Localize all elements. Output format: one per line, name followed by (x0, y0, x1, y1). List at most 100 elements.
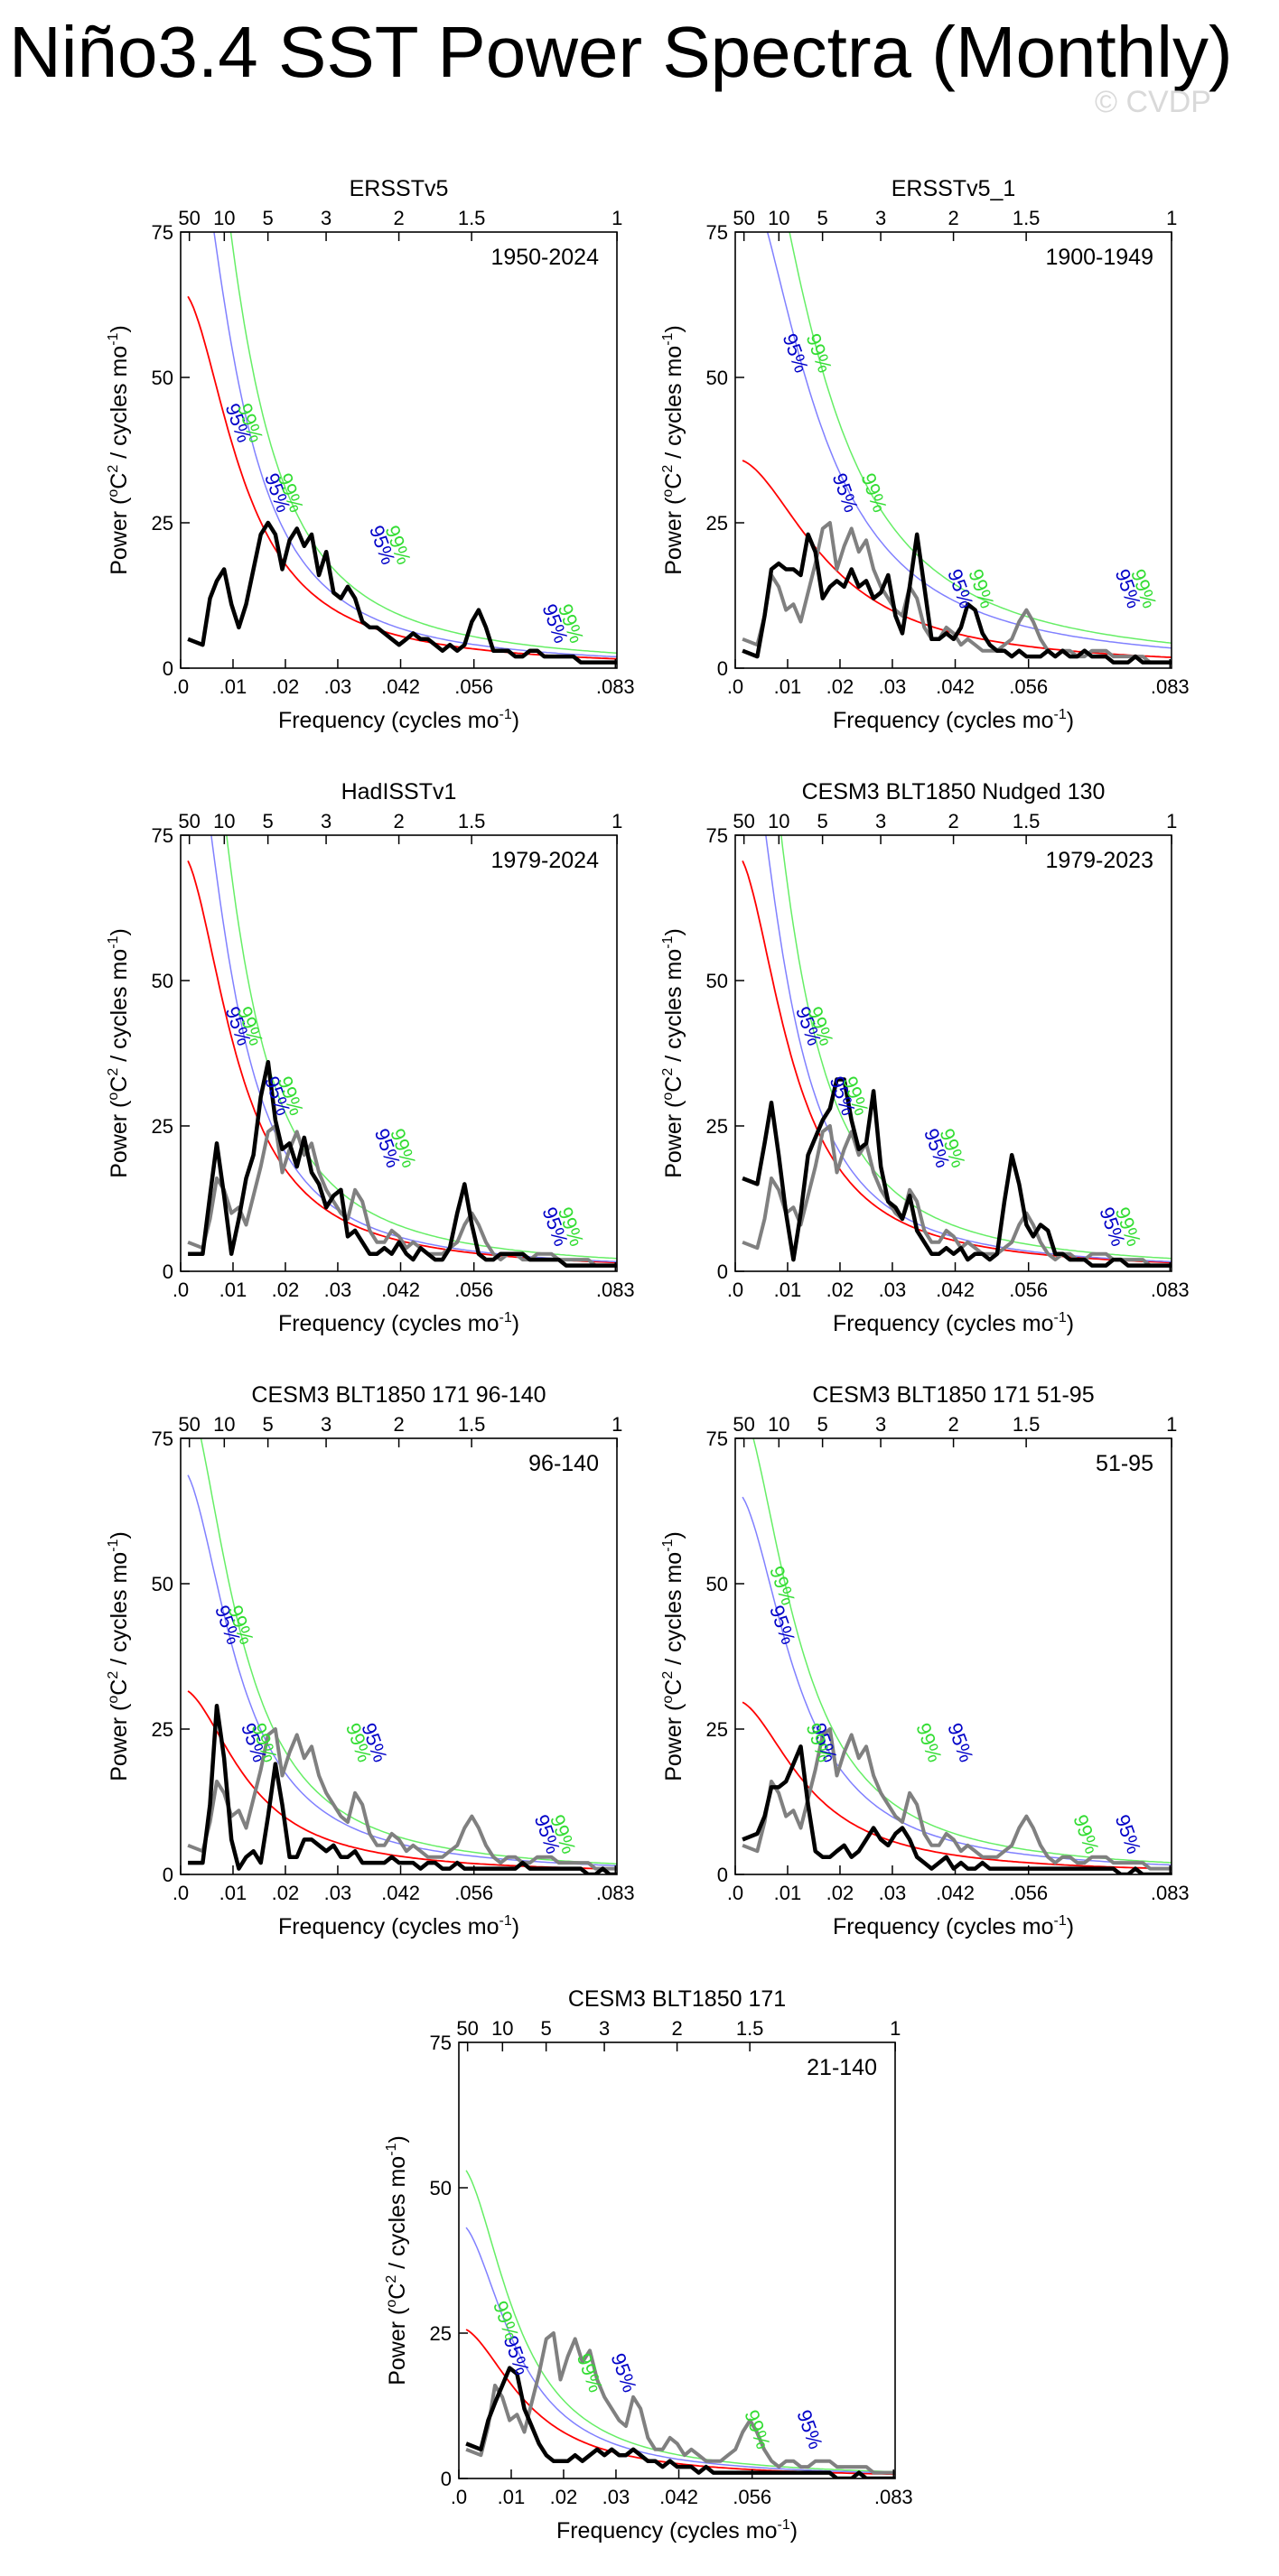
period-tick-label: 50 (733, 810, 754, 832)
label-99-percent: 99% (911, 1720, 947, 1765)
panel-plot-area (465, 2170, 895, 2478)
period-tick-label: 3 (875, 207, 886, 229)
period-tick-label: 2 (671, 2017, 682, 2040)
y-axis-label-part: o (660, 489, 676, 498)
x-tick-label: .083 (874, 2486, 913, 2508)
reference-spectrum-line (742, 1727, 1172, 1871)
x-axis-label-text: Frequency (cycles mo (833, 708, 1054, 733)
period-tick-label: 1.5 (1013, 207, 1041, 229)
panel-plot-area (742, 232, 1172, 665)
plot-frame (734, 1437, 1172, 1875)
reference-spectrum-line (465, 2331, 895, 2475)
period-tick-label: 1.5 (458, 810, 486, 832)
period-tick-label: 1 (1166, 207, 1177, 229)
y-axis-label-part: / cycles mo (385, 2156, 410, 2275)
y-tick-label: 0 (441, 2468, 452, 2490)
y-axis-label-part: ) (107, 325, 132, 332)
y-axis-label-part: / cycles mo (107, 1552, 132, 1671)
spectrum-panel: 95%95%95%95%99%99%99%99%.0.01.02.03.042.… (660, 779, 1190, 1336)
y-axis-label-part: C (107, 1076, 132, 1093)
significance-99-curve (200, 1438, 617, 1865)
y-axis-label-part: Power ( (661, 497, 686, 575)
panel-title: ERSSTv5 (350, 176, 449, 201)
x-axis-label-sup: -1 (1053, 1310, 1066, 1325)
significance-95-curve (766, 232, 1172, 649)
x-tick-label: .056 (454, 1882, 493, 1904)
panel-plot-area (742, 835, 1172, 1268)
period-tick-label: 5 (263, 207, 274, 229)
y-axis-label-part: -1 (106, 332, 121, 345)
x-axis-label-end: ) (790, 2518, 798, 2543)
x-axis-label: Frequency (cycles mo-1) (278, 707, 519, 733)
reference-spectrum-line (742, 521, 1172, 665)
y-tick-label: 75 (706, 1427, 728, 1450)
x-axis-label-text: Frequency (cycles mo (278, 708, 499, 733)
x-tick-label: .03 (879, 675, 907, 698)
x-axis-label-text: Frequency (cycles mo (833, 1311, 1054, 1336)
x-tick-label: .0 (173, 1882, 189, 1904)
panel-title: HadISSTv1 (341, 779, 457, 804)
x-tick-label: .042 (936, 675, 975, 698)
x-tick-label: .056 (454, 675, 493, 698)
period-tick-label: 5 (263, 1413, 274, 1436)
label-99-percent: 99% (573, 2350, 608, 2395)
x-tick-label: .01 (219, 1882, 247, 1904)
period-tick-label: 2 (948, 207, 958, 229)
y-tick-label: 0 (717, 1260, 728, 1283)
y-axis-label: Power (oC2 / cycles mo-1) (106, 325, 132, 575)
period-label: 51-95 (1096, 1451, 1153, 1476)
x-axis-label-sup: -1 (499, 1913, 511, 1929)
x-tick-label: .03 (879, 1882, 907, 1904)
period-tick-label: 50 (178, 810, 200, 832)
observed-spectrum-line (188, 1059, 617, 1268)
y-axis-label-part: ) (661, 928, 686, 935)
y-axis-label-part: -1 (106, 935, 121, 948)
y-tick-label: 50 (152, 367, 173, 389)
period-tick-label: 2 (393, 810, 404, 832)
panel-plot-area (187, 835, 617, 1268)
y-axis-label-part: Power ( (107, 497, 132, 575)
x-tick-label: .02 (826, 1279, 854, 1301)
period-label: 1950-2024 (490, 245, 599, 270)
observed-spectrum-line (742, 1744, 1172, 1874)
period-tick-label: 1 (890, 2017, 901, 2040)
x-tick-label: .01 (774, 1279, 802, 1301)
period-tick-label: 3 (875, 1413, 886, 1436)
y-axis-label-part: 2 (660, 1671, 676, 1679)
x-tick-label: .083 (596, 675, 635, 698)
y-axis-label-part: -1 (384, 2143, 399, 2155)
x-axis-label-text: Frequency (cycles mo (278, 1311, 499, 1336)
x-tick-label: .083 (596, 1279, 635, 1301)
plot-frame (180, 1437, 618, 1875)
y-axis-label-part: / cycles mo (107, 346, 132, 465)
y-axis-label-part: o (106, 489, 121, 498)
watermark: © CVDP (1095, 85, 1211, 119)
x-tick-label: .01 (498, 2486, 526, 2508)
spectrum-panel: 95%95%95%95%99%99%99%99%.0.01.02.03.042.… (660, 176, 1190, 733)
spectrum-panel: 95% 95%95%99%99%99%.0.01.02.03.042.056.08… (384, 1986, 913, 2543)
y-tick-label: 50 (706, 970, 728, 992)
period-tick-label: 10 (768, 810, 789, 832)
x-axis-label: Frequency (cycles mo-1) (278, 1913, 519, 1939)
period-tick-label: 10 (491, 2017, 513, 2040)
y-tick-label: 75 (152, 221, 173, 244)
label-95-percent: 95% (943, 1720, 978, 1765)
period-tick-label: 50 (178, 207, 200, 229)
period-tick-label: 2 (948, 1413, 958, 1436)
y-axis-label-part: Power ( (107, 1703, 132, 1781)
y-tick-label: 25 (430, 2322, 452, 2345)
observed-spectrum-line (188, 1703, 617, 1874)
period-label: 1979-2024 (490, 848, 599, 873)
significance-99-curve (229, 232, 617, 655)
period-tick-label: 3 (321, 810, 331, 832)
period-tick-label: 5 (817, 810, 828, 832)
y-axis-label-part: 2 (660, 1068, 676, 1076)
y-axis-label-part: ) (107, 928, 132, 935)
y-axis-label-part: Power ( (661, 1100, 686, 1178)
y-tick-label: 0 (717, 657, 728, 680)
y-tick-label: 25 (706, 1718, 728, 1741)
x-tick-label: .056 (1009, 1279, 1048, 1301)
y-axis-label-part: o (106, 1093, 121, 1101)
period-label: 1979-2023 (1045, 848, 1153, 873)
y-tick-label: 25 (152, 1115, 173, 1138)
